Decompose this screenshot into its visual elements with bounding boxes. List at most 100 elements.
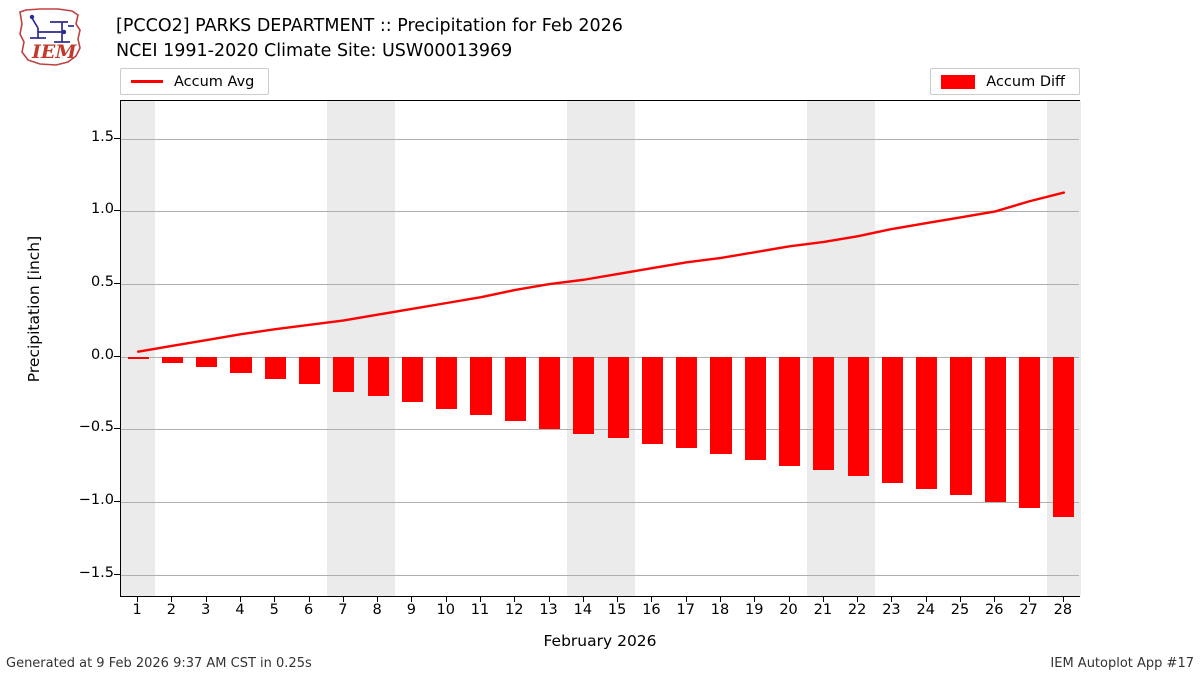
bar-day-10 — [436, 356, 458, 410]
x-tick-label-day-1: 1 — [132, 602, 142, 618]
x-tick-mark — [651, 597, 653, 602]
x-tick-label-day-20: 20 — [779, 602, 798, 618]
iem-logo: IEM — [6, 6, 90, 68]
x-tick-mark — [377, 597, 379, 602]
weekend-band — [806, 101, 841, 596]
x-tick-label-day-25: 25 — [950, 602, 970, 618]
legend-patch-swatch — [941, 74, 976, 89]
zero-line — [121, 356, 1079, 358]
weekend-band — [841, 101, 876, 596]
x-tick-mark — [445, 597, 447, 602]
y-tick-mark — [114, 573, 120, 575]
x-tick-mark — [822, 597, 824, 602]
x-tick-mark — [788, 597, 790, 602]
bar-day-5 — [264, 356, 286, 379]
bar-day-28 — [1053, 356, 1075, 517]
gridline — [121, 574, 1079, 576]
y-tick-label: 1.0 — [90, 201, 114, 218]
x-tick-mark — [480, 597, 481, 602]
x-tick-label-day-17: 17 — [676, 602, 695, 618]
gridline — [121, 284, 1079, 286]
bar-day-21 — [813, 356, 835, 471]
y-tick-label: 1.5 — [90, 128, 114, 145]
x-tick-label-day-12: 12 — [505, 602, 524, 618]
bar-day-12 — [504, 356, 526, 421]
x-tick-mark — [582, 597, 584, 602]
bar-day-16 — [641, 356, 664, 444]
x-tick-mark — [205, 597, 207, 602]
x-tick-label-day-26: 26 — [985, 602, 1004, 618]
app-attribution: IEM Autoplot App #17 — [1050, 656, 1194, 671]
x-tick-mark — [720, 597, 721, 602]
x-tick-mark — [274, 597, 276, 602]
bar-day-19 — [744, 356, 766, 460]
weekend-band — [566, 101, 601, 596]
y-tick-label: 0.0 — [90, 346, 114, 363]
x-tick-mark — [754, 597, 756, 602]
bar-day-3 — [196, 356, 218, 367]
y-tick-label: 0.5 — [90, 274, 114, 291]
gridline — [121, 429, 1079, 431]
y-axis-label: Precipitation [inch] — [25, 235, 43, 383]
x-tick-label-day-27: 27 — [1019, 602, 1038, 618]
x-tick-label-day-3: 3 — [201, 602, 211, 618]
chart-title-block: [PCCO2] PARKS DEPARTMENT :: Precipitatio… — [116, 14, 1016, 64]
bar-day-4 — [230, 356, 252, 373]
generation-timestamp: Generated at 9 Feb 2026 9:37 AM CST in 0… — [6, 656, 312, 671]
x-tick-mark — [342, 597, 344, 602]
x-tick-mark — [960, 597, 961, 602]
bar-day-26 — [984, 356, 1006, 503]
legend-accum-avg: Accum Avg — [120, 68, 270, 95]
gridline — [121, 211, 1079, 213]
legend-accum-diff: Accum Diff — [930, 68, 1080, 95]
y-tick-mark — [114, 137, 120, 139]
y-tick-label: −0.5 — [78, 419, 114, 436]
page-title: [PCCO2] PARKS DEPARTMENT :: Precipitatio… — [116, 16, 623, 36]
x-tick-label-day-21: 21 — [813, 602, 833, 618]
x-tick-label-day-14: 14 — [573, 602, 593, 618]
bar-day-20 — [778, 356, 801, 466]
y-tick-mark — [114, 501, 120, 503]
x-tick-label-day-11: 11 — [470, 602, 490, 618]
x-tick-label-day-28: 28 — [1053, 602, 1073, 618]
y-tick-mark — [114, 355, 120, 357]
plot-area — [120, 100, 1081, 597]
bar-day-22 — [847, 356, 869, 476]
x-tick-label-day-2: 2 — [166, 602, 177, 618]
bar-day-7 — [333, 356, 355, 392]
x-tick-label-day-9: 9 — [406, 602, 417, 618]
x-axis-label: February 2026 — [543, 632, 657, 650]
x-tick-mark — [685, 597, 687, 602]
legend-line-swatch — [131, 80, 163, 83]
bar-day-8 — [367, 356, 389, 396]
gridline — [121, 138, 1079, 140]
weekend-band — [121, 101, 156, 596]
accum-avg-polyline — [136, 191, 1066, 353]
x-tick-label-day-16: 16 — [642, 602, 661, 618]
x-tick-mark — [994, 597, 996, 602]
x-tick-label-day-19: 19 — [745, 602, 764, 618]
x-tick-label-day-5: 5 — [269, 602, 279, 618]
y-tick-mark — [114, 283, 120, 285]
x-tick-label-day-24: 24 — [916, 602, 935, 618]
x-tick-mark — [240, 597, 241, 602]
x-tick-mark — [1028, 597, 1030, 602]
x-tick-label-day-13: 13 — [539, 602, 558, 618]
bar-day-18 — [710, 356, 732, 455]
legend-label-accum-diff: Accum Diff — [986, 73, 1065, 90]
weekend-band — [361, 101, 396, 596]
y-tick-mark — [114, 428, 120, 430]
x-tick-mark — [548, 597, 550, 602]
x-tick-mark — [308, 597, 310, 602]
x-tick-label-day-6: 6 — [303, 602, 314, 618]
bar-day-13 — [538, 356, 561, 430]
legend-label-accum-avg: Accum Avg — [174, 73, 255, 90]
page-subtitle: NCEI 1991-2020 Climate Site: USW00013969 — [116, 41, 513, 61]
x-tick-mark — [514, 597, 516, 602]
gridline — [121, 502, 1079, 504]
x-tick-label-day-23: 23 — [882, 602, 901, 618]
x-tick-label-day-22: 22 — [847, 602, 867, 618]
x-tick-label-day-10: 10 — [436, 602, 455, 618]
x-tick-mark — [411, 597, 413, 602]
